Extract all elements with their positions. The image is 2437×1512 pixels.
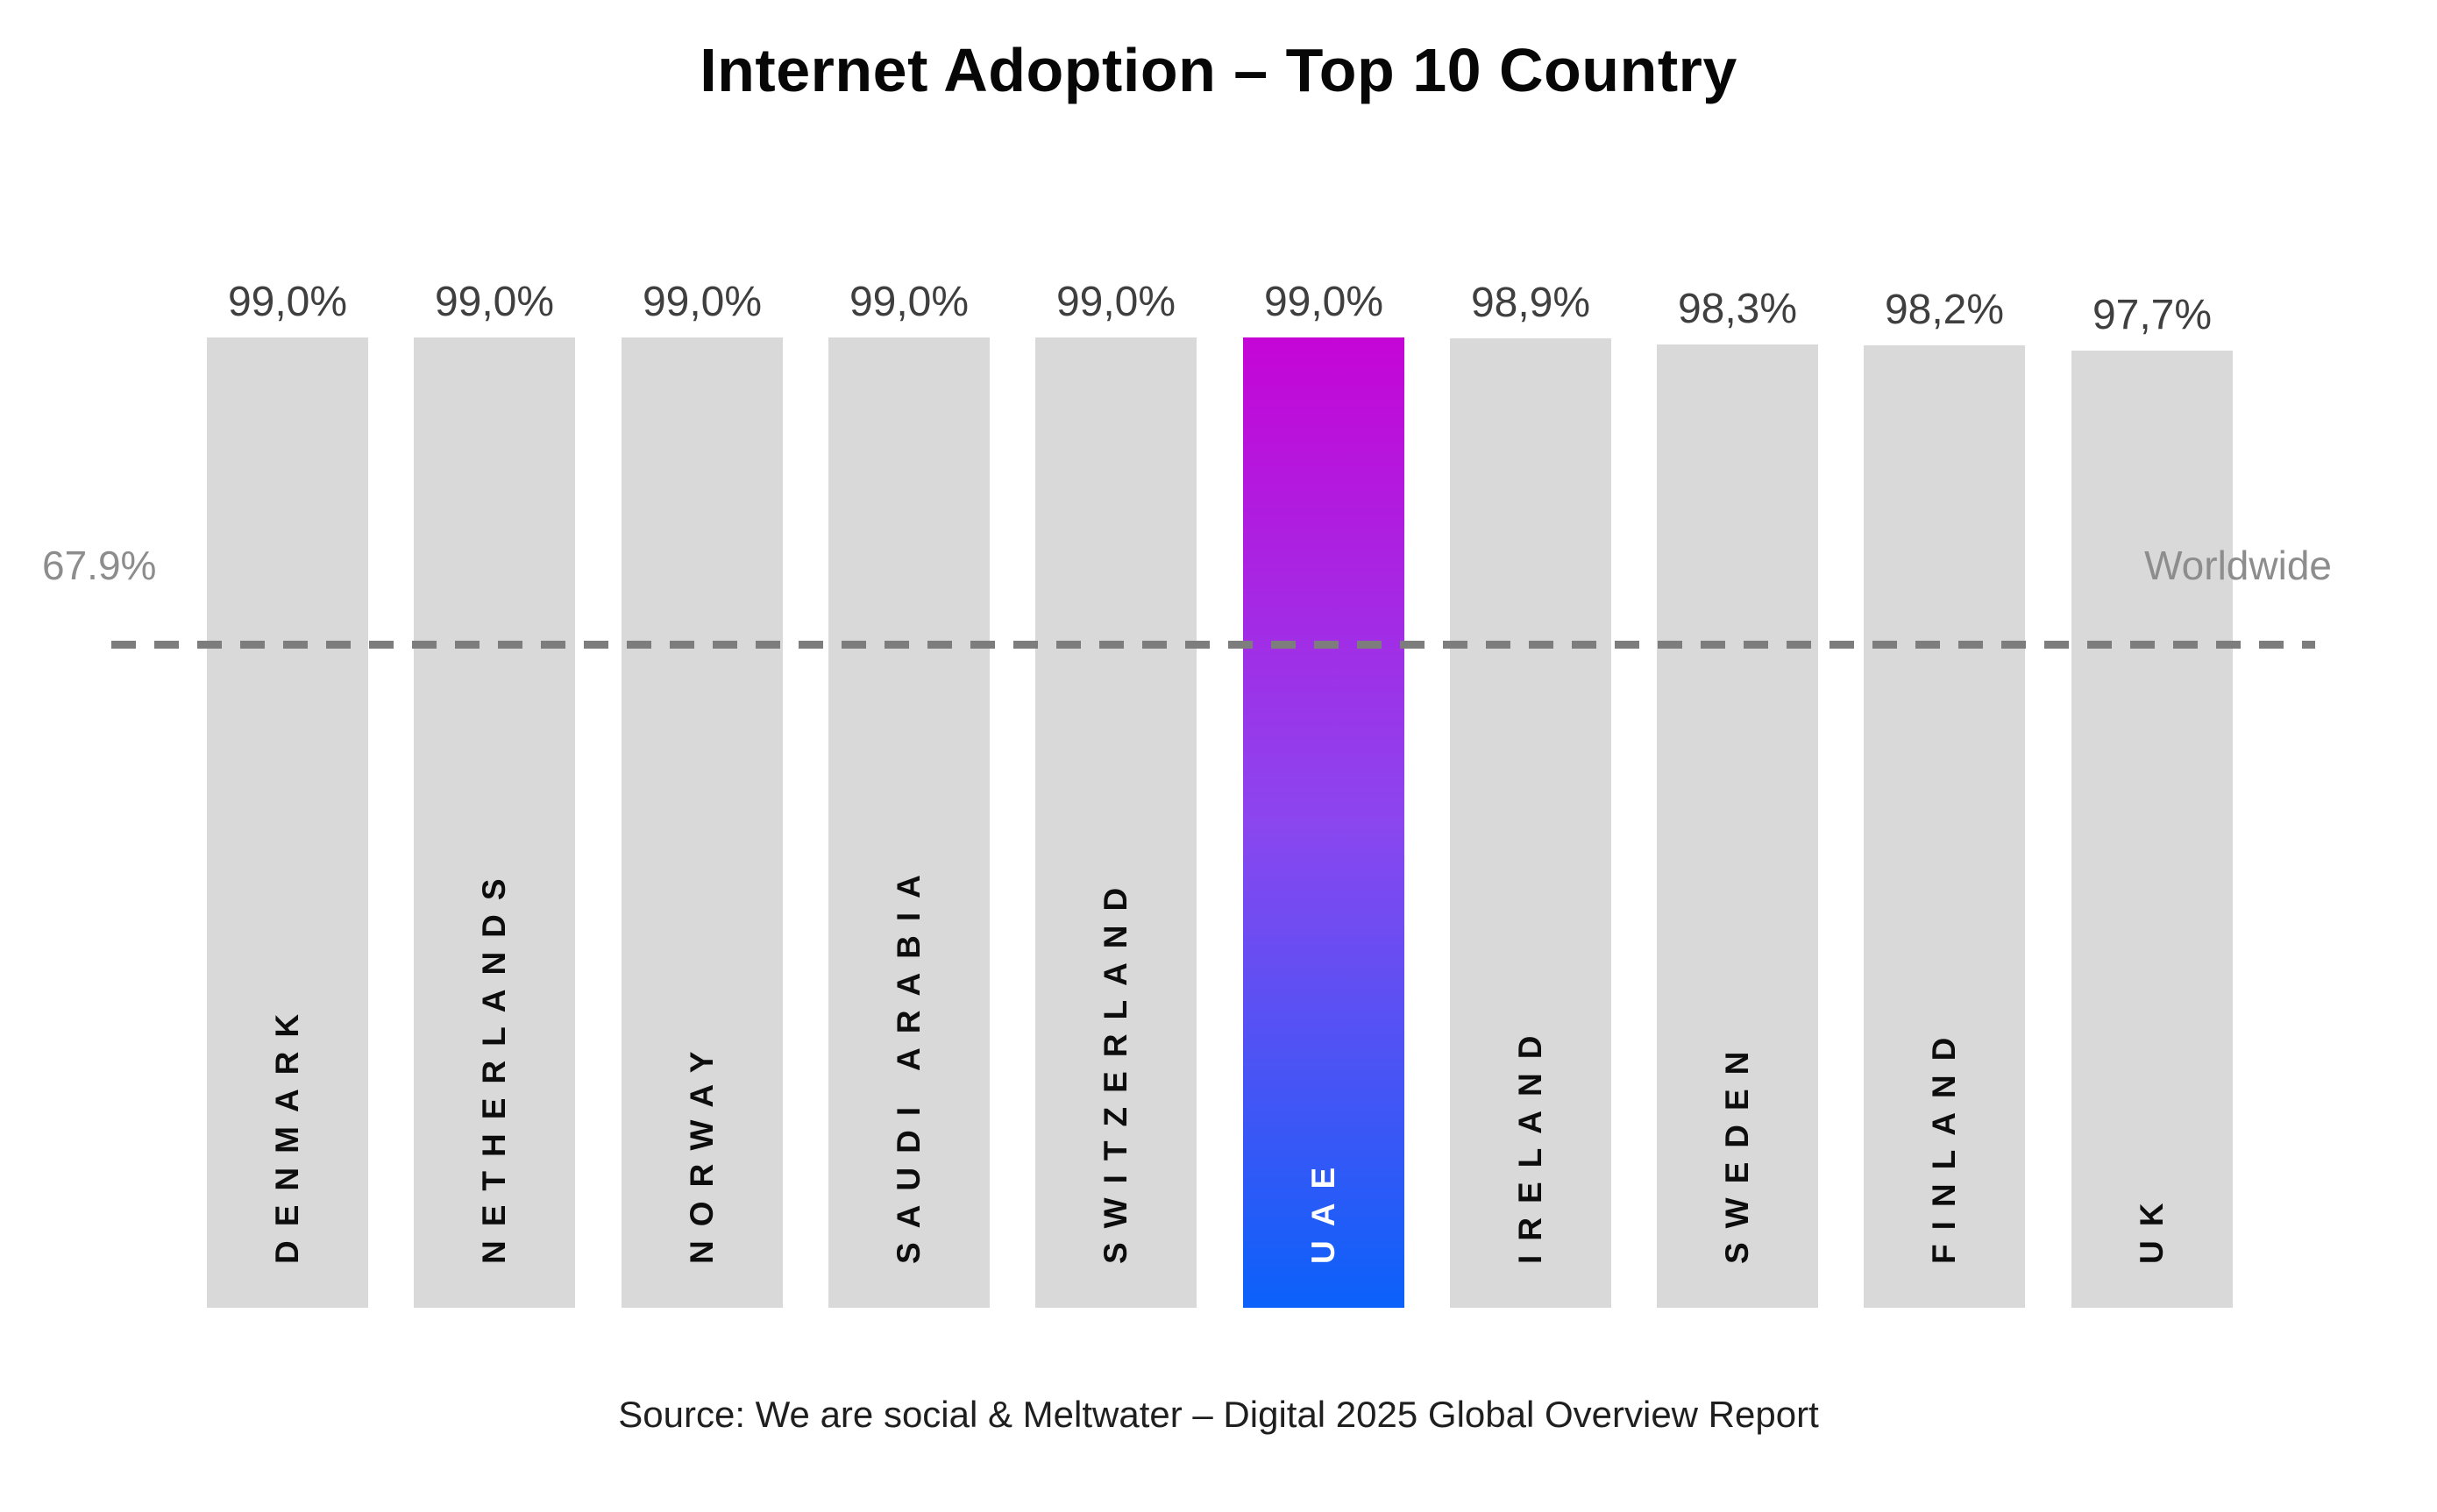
value-label-denmark: 99,0% — [227, 279, 348, 325]
bar-label-sweden: SWEDEN — [1719, 1037, 1755, 1264]
bar-label-saudi-arabia: SAUDI ARABIA — [891, 861, 927, 1264]
bar-uk: UK — [2071, 351, 2233, 1308]
value-label-switzerland: 99,0% — [1055, 279, 1176, 325]
bar-switzerland: SWITZERLAND — [1035, 337, 1197, 1308]
bar-label-denmark: DENMARK — [269, 999, 305, 1264]
bar-label-switzerland: SWITZERLAND — [1098, 873, 1133, 1264]
bar-label-uk: UK — [2134, 1189, 2170, 1264]
source-note: Source: We are social & Meltwater – Digi… — [618, 1394, 1819, 1435]
bar-label-netherlands: NETHERLANDS — [476, 864, 512, 1264]
value-label-netherlands: 99,0% — [434, 279, 555, 325]
value-label-uae: 99,0% — [1263, 279, 1384, 325]
bar-norway: NORWAY — [622, 337, 783, 1308]
worldwide-label: Worldwide — [2144, 543, 2332, 588]
bar-netherlands: NETHERLANDS — [414, 337, 575, 1308]
value-label-finland: 98,2% — [1884, 287, 2005, 333]
bar-saudi-arabia: SAUDI ARABIA — [828, 337, 990, 1308]
bar-label-norway: NORWAY — [684, 1037, 720, 1264]
value-label-saudi-arabia: 99,0% — [849, 279, 970, 325]
bar-label-finland: FINLAND — [1926, 1023, 1962, 1264]
value-label-ireland: 98,9% — [1470, 280, 1591, 326]
chart-title: Internet Adoption – Top 10 Country — [700, 36, 1737, 104]
bar-label-ireland: IRELAND — [1512, 1021, 1548, 1264]
bar-label-uae: UAE — [1305, 1153, 1341, 1264]
bar-sweden: SWEDEN — [1657, 344, 1818, 1308]
bar-denmark: DENMARK — [207, 337, 368, 1308]
bar-uae: UAE — [1243, 337, 1404, 1308]
value-label-uk: 97,7% — [2092, 292, 2213, 338]
value-label-sweden: 98,3% — [1677, 286, 1798, 332]
worldwide-value-label: 67.9% — [42, 543, 157, 588]
bar-finland: FINLAND — [1864, 345, 2025, 1308]
bar-ireland: IRELAND — [1450, 338, 1611, 1308]
worldwide-reference-line — [111, 641, 2315, 649]
value-label-norway: 99,0% — [642, 279, 763, 325]
